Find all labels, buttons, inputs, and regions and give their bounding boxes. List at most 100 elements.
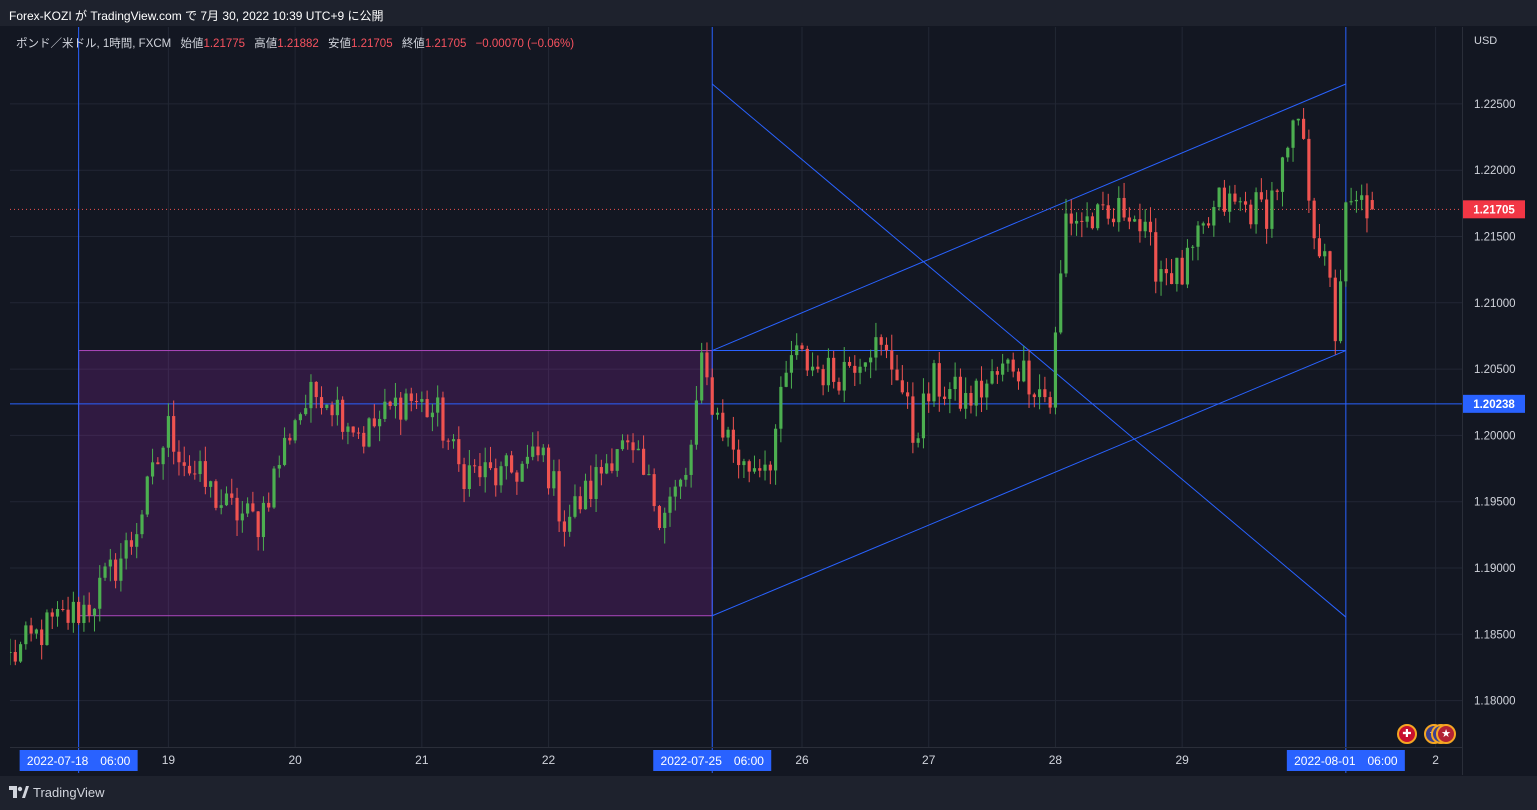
candle-down[interactable]	[958, 368, 962, 412]
candle-up[interactable]	[583, 473, 588, 510]
candle-up[interactable]	[689, 439, 693, 488]
candle-up[interactable]	[1354, 190, 1358, 213]
candle-down[interactable]	[832, 350, 836, 389]
time-marker-badge[interactable]	[19, 750, 138, 771]
candle-down[interactable]	[1317, 223, 1322, 259]
candle-down[interactable]	[372, 404, 376, 428]
candle-down[interactable]	[610, 448, 614, 474]
candle-down[interactable]	[979, 366, 984, 413]
candle-up[interactable]	[620, 434, 625, 451]
candle-down[interactable]	[193, 460, 197, 480]
candle-down[interactable]	[29, 617, 33, 642]
candle-down[interactable]	[821, 364, 825, 396]
candle-down[interactable]	[1111, 208, 1116, 227]
candle-down[interactable]	[414, 393, 419, 410]
candle-down[interactable]	[319, 386, 324, 415]
candle-down[interactable]	[652, 468, 656, 512]
candle-down[interactable]	[1138, 203, 1142, 243]
candle-up[interactable]	[673, 479, 677, 511]
candle-up[interactable]	[124, 532, 128, 570]
candle-up[interactable]	[98, 565, 102, 622]
candle-down[interactable]	[409, 387, 413, 412]
candle-up[interactable]	[1133, 215, 1137, 222]
candle-down[interactable]	[494, 458, 498, 497]
candle-up[interactable]	[774, 424, 778, 485]
candle-up[interactable]	[1212, 200, 1216, 237]
candle-up[interactable]	[325, 404, 329, 411]
candle-down[interactable]	[441, 391, 445, 449]
candle-down[interactable]	[721, 399, 725, 442]
candle-down[interactable]	[356, 427, 361, 439]
candle-up[interactable]	[467, 449, 471, 497]
candle-down[interactable]	[1043, 376, 1047, 403]
candle-up[interactable]	[71, 591, 75, 633]
candle-up[interactable]	[1185, 239, 1190, 289]
candle-down[interactable]	[1265, 189, 1269, 244]
candle-down[interactable]	[942, 386, 947, 406]
candle-down[interactable]	[1069, 199, 1073, 236]
candle-down[interactable]	[562, 510, 566, 547]
candle-down[interactable]	[351, 426, 355, 437]
candle-up[interactable]	[293, 418, 297, 444]
candle-down[interactable]	[256, 510, 260, 551]
candle-up[interactable]	[726, 426, 730, 447]
candle-down[interactable]	[50, 608, 54, 630]
candle-up[interactable]	[1360, 184, 1364, 211]
candle-up[interactable]	[1191, 245, 1195, 261]
candle-down[interactable]	[288, 433, 292, 445]
candle-down[interactable]	[578, 486, 582, 514]
candle-up[interactable]	[1053, 326, 1058, 415]
candle-up[interactable]	[1344, 201, 1348, 287]
candle-up[interactable]	[752, 455, 757, 474]
candle-down[interactable]	[446, 438, 450, 450]
candle-up[interactable]	[82, 595, 86, 632]
candle-down[interactable]	[1127, 207, 1131, 230]
candle-down[interactable]	[129, 531, 134, 555]
candle-up[interactable]	[1238, 197, 1242, 212]
candle-down[interactable]	[1333, 269, 1337, 355]
candle-up[interactable]	[24, 621, 28, 650]
candle-up[interactable]	[483, 447, 487, 493]
candle-up[interactable]	[282, 427, 287, 467]
candle-up[interactable]	[1143, 209, 1147, 238]
candle-up[interactable]	[1096, 203, 1100, 231]
candle-up[interactable]	[795, 333, 799, 360]
candle-up[interactable]	[826, 348, 830, 392]
candle-up[interactable]	[779, 376, 783, 443]
candle-down[interactable]	[642, 435, 646, 476]
candle-up[interactable]	[594, 454, 598, 512]
candle-down[interactable]	[1170, 258, 1174, 285]
candle-up[interactable]	[842, 347, 846, 403]
candle-down[interactable]	[172, 400, 176, 465]
candle-up[interactable]	[541, 444, 545, 463]
candle-up[interactable]	[55, 601, 60, 627]
candle-down[interactable]	[737, 439, 741, 479]
candle-up[interactable]	[240, 500, 244, 533]
trend-line[interactable]	[712, 83, 1347, 351]
candle-down[interactable]	[1370, 191, 1374, 210]
candle-down[interactable]	[884, 337, 889, 359]
candle-up[interactable]	[789, 340, 794, 389]
candle-up[interactable]	[1022, 345, 1026, 383]
candle-up[interactable]	[45, 609, 49, 646]
candle-up[interactable]	[346, 422, 350, 445]
candle-down[interactable]	[747, 459, 751, 483]
candle-up[interactable]	[378, 410, 382, 442]
candle-down[interactable]	[900, 365, 904, 395]
candle-up[interactable]	[1196, 221, 1200, 261]
candle-up[interactable]	[1074, 212, 1079, 236]
candle-down[interactable]	[589, 465, 593, 508]
candle-down[interactable]	[362, 426, 366, 454]
candle-down[interactable]	[895, 354, 899, 381]
candle-up[interactable]	[1270, 181, 1274, 238]
candle-down[interactable]	[853, 355, 857, 386]
candle-down[interactable]	[61, 599, 65, 612]
candle-down[interactable]	[1222, 179, 1226, 216]
candle-up[interactable]	[869, 349, 873, 379]
candle-up[interactable]	[135, 522, 139, 559]
candle-down[interactable]	[1243, 191, 1248, 213]
candle-down[interactable]	[1090, 212, 1094, 230]
us-flag-icon[interactable]: ★	[1436, 724, 1456, 744]
candle-down[interactable]	[1328, 250, 1332, 288]
uk-flag-icon[interactable]: ✚	[1397, 724, 1417, 744]
